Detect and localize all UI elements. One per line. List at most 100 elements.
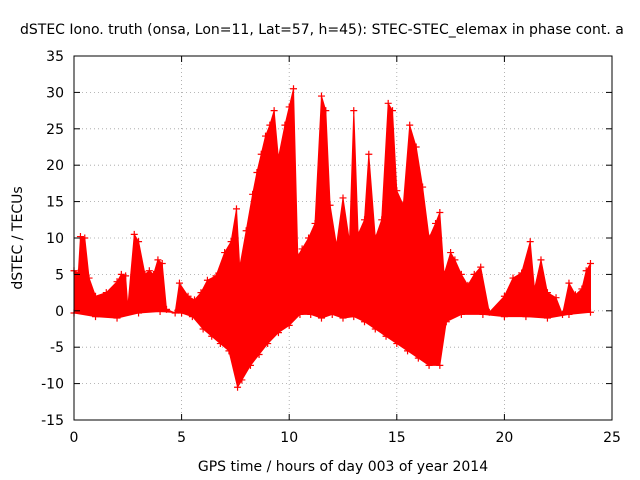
- data-point-upper: [281, 121, 289, 129]
- data-point-upper: [113, 278, 121, 286]
- data-series: [70, 85, 594, 391]
- data-point-lower: [156, 308, 164, 316]
- chart-title: dSTEC Iono. truth (onsa, Lon=11, Lat=57,…: [20, 22, 624, 38]
- data-point-lower: [307, 310, 315, 318]
- y-tick-label: 20: [46, 158, 64, 174]
- data-point-lower: [425, 361, 433, 369]
- plot-border: [73, 55, 613, 421]
- data-point-lower: [113, 314, 121, 322]
- y-tick-label: 25: [46, 122, 64, 138]
- data-point-upper: [333, 241, 341, 249]
- x-tick-label: 10: [280, 430, 298, 446]
- data-point-upper: [317, 92, 325, 100]
- y-tick-label: -10: [41, 377, 64, 393]
- x-tick-label: 25: [603, 430, 621, 446]
- data-point-upper: [586, 259, 594, 267]
- data-point-upper: [175, 279, 183, 287]
- data-point-lower: [234, 383, 242, 391]
- data-point-lower: [382, 332, 390, 340]
- data-point-upper: [262, 132, 270, 140]
- data-point-lower: [543, 314, 551, 322]
- data-point-upper: [485, 308, 493, 316]
- data-point-lower: [285, 321, 293, 329]
- x-tick-label: 20: [495, 430, 513, 446]
- data-point-upper: [571, 291, 579, 299]
- data-point-upper: [249, 190, 257, 198]
- data-point-lower: [246, 361, 254, 369]
- data-point-upper: [274, 154, 282, 162]
- data-point-lower: [216, 340, 224, 348]
- data-point-upper: [578, 285, 586, 293]
- data-point-upper: [290, 85, 298, 93]
- data-point-upper: [350, 107, 358, 115]
- data-point-lower: [393, 340, 401, 348]
- data-point-lower: [274, 329, 282, 337]
- data-point-upper: [432, 219, 440, 227]
- data-point-upper: [191, 296, 199, 304]
- data-point-upper: [158, 259, 166, 267]
- data-point-lower: [199, 325, 207, 333]
- data-point-upper: [122, 272, 130, 280]
- data-point-lower: [317, 314, 325, 322]
- data-point-upper: [135, 238, 143, 246]
- y-tick-label: 15: [46, 195, 64, 211]
- data-point-upper: [311, 219, 319, 227]
- data-point-lower: [436, 361, 444, 369]
- y-tick-label: -5: [50, 340, 64, 356]
- data-point-lower: [188, 313, 196, 321]
- data-point-upper: [582, 267, 590, 275]
- data-point-upper: [212, 272, 220, 280]
- data-point-upper: [371, 234, 379, 242]
- data-point-lower: [92, 313, 100, 321]
- data-point-upper: [500, 292, 508, 300]
- data-point-upper: [378, 216, 386, 224]
- data-point-upper: [298, 245, 306, 253]
- data-point-upper: [345, 238, 353, 246]
- data-point-upper: [440, 270, 448, 278]
- plot-frame: [73, 55, 613, 421]
- data-point-lower: [296, 310, 304, 318]
- data-point-upper: [227, 238, 235, 246]
- y-tick-label: 30: [46, 85, 64, 101]
- data-point-upper: [537, 256, 545, 264]
- x-tick-label: 15: [388, 430, 406, 446]
- data-point-upper: [242, 227, 250, 235]
- data-point-upper: [236, 263, 244, 271]
- data-point-upper: [477, 263, 485, 271]
- y-tick-labels: -15 -10 -5 0 5 10 15 20 25 30 35: [41, 49, 64, 429]
- data-point-upper: [531, 285, 539, 293]
- data-point-upper: [141, 270, 149, 278]
- y-tick-label: 35: [46, 49, 64, 65]
- data-point-upper: [361, 216, 369, 224]
- data-point-lower: [225, 347, 233, 355]
- data-point-lower: [361, 318, 369, 326]
- data-point-upper: [565, 279, 573, 287]
- data-point-lower: [522, 313, 530, 321]
- data-point-upper: [130, 230, 138, 238]
- data-point-upper: [294, 252, 302, 260]
- data-point-upper: [419, 183, 427, 191]
- data-point-lower: [414, 354, 422, 362]
- data-point-upper: [526, 238, 534, 246]
- data-point-upper: [197, 289, 205, 297]
- data-point-upper: [76, 233, 84, 241]
- data-point-upper: [393, 187, 401, 195]
- data-point-upper: [203, 276, 211, 284]
- data-point-upper: [339, 194, 347, 202]
- data-point-upper: [388, 107, 396, 115]
- data-point-upper: [232, 205, 240, 213]
- data-point-lower: [328, 310, 336, 318]
- x-axis-label: GPS time / hours of day 003 of year 2014: [198, 459, 488, 475]
- data-point-lower: [178, 309, 186, 317]
- data-point-lower: [238, 376, 246, 384]
- data-point-upper: [406, 121, 414, 129]
- data-point-upper: [399, 201, 407, 209]
- data-point-lower: [350, 313, 358, 321]
- data-point-lower: [208, 332, 216, 340]
- y-tick-label: 5: [55, 267, 64, 283]
- x-tick-labels: 0 5 10 15 20 25: [70, 430, 621, 446]
- data-point-lower: [264, 340, 272, 348]
- data-point-lower: [442, 318, 450, 326]
- data-point-upper: [384, 99, 392, 107]
